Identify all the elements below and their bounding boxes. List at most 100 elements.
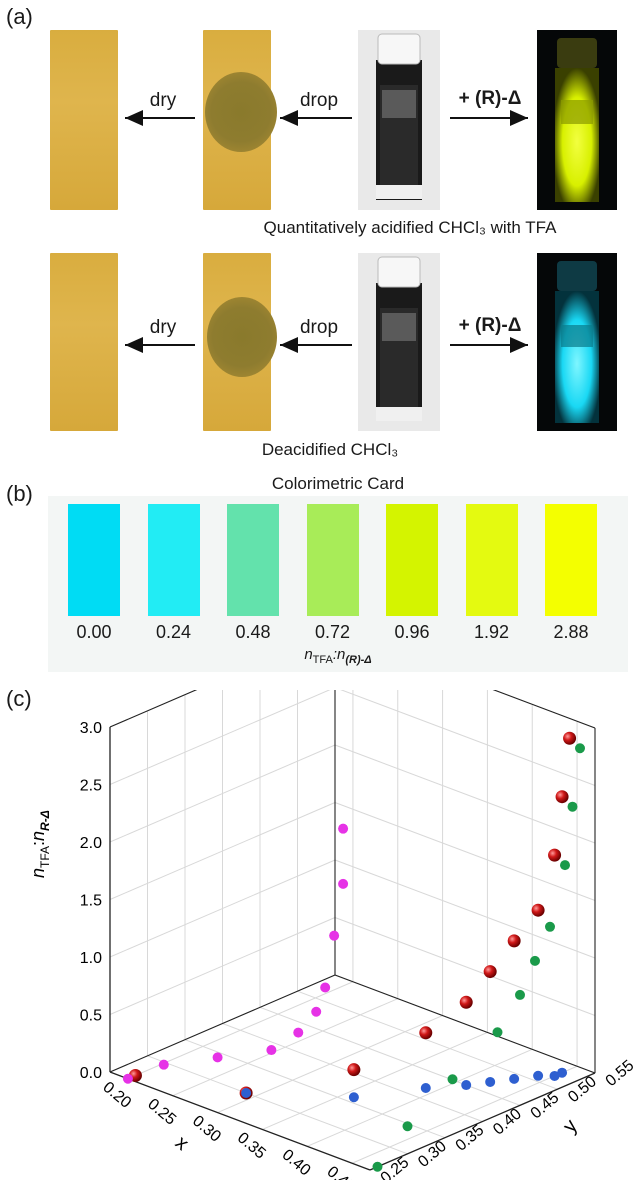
data-point [560,860,570,871]
y-tick-label: 0.40 [490,1105,525,1138]
data-point [548,848,562,862]
x-axis-title: x [171,1132,193,1155]
panel-a-label: (a) [6,4,33,29]
data-point [447,1074,458,1085]
z-tick-label: 2.0 [80,835,102,852]
drop-spot [205,72,277,152]
data-point [158,1059,169,1070]
swatch-value-label: 1.92 [473,622,510,642]
data-point [329,930,340,941]
y-tick-label: 0.30 [415,1138,450,1171]
spotted-test-strip-2 [203,253,277,431]
y-tick-label: 0.45 [528,1089,563,1122]
caption-acidified: Quantitatively acidified CHCl₃ with TFA [263,218,557,237]
data-point [575,743,585,754]
cuvette-icon-2 [358,253,440,431]
data-point [485,1076,496,1087]
color-swatch [545,504,597,616]
grid-line [492,690,596,729]
cuvette-photo-2 [358,253,440,431]
z-tick-label: 0.5 [80,1008,102,1025]
x-tick-label: 0.45 [324,1163,359,1180]
data-point [557,1067,568,1078]
z-axis-title: nTFA:nR-Δ [28,810,52,878]
swatch-value-label: 0.48 [235,622,271,642]
data-point [563,731,577,745]
x-tick-label: 0.35 [234,1129,269,1162]
x-tick-label: 0.30 [189,1113,224,1146]
caption-deacidified: Deacidified CHCl₃ [261,440,399,459]
data-point [347,1063,361,1077]
dry-label: dry [149,90,177,111]
data-point [266,1045,277,1056]
grid-line [297,990,558,1090]
panel-a-arrows [125,110,528,353]
panel-c-label: (c) [6,686,32,711]
x-tick-label: 0.20 [99,1079,134,1112]
grid-line [340,690,596,786]
z-tick-label: 2.5 [80,778,102,795]
frame-edge [109,974,336,1073]
data-point [419,1026,433,1040]
frame-edge [334,974,596,1074]
frame-edge [492,690,596,729]
add-reagent-label-2: + (R)-Δ [458,315,522,336]
data-point [492,1027,503,1038]
data-point [402,1121,413,1132]
swatch-value-label: 0.24 [155,622,192,642]
scatter-3d-chart: nTFA:nR-Δ 0.00.51.01.52.02.53.00.200.250… [28,690,636,1180]
grid-line [334,802,596,901]
fluorescent-cuvette-cyan [537,253,617,431]
x-tick-label: 0.40 [279,1146,314,1179]
data-point [549,1070,560,1081]
y-tick-label: 0.25 [378,1154,413,1180]
drop-label-2: drop [299,317,339,338]
z-tick-label: 3.0 [80,720,102,737]
drop-spot-2 [207,297,277,377]
cuvette-icon [358,30,440,210]
color-swatch [465,504,518,616]
x-tick-label: 0.25 [144,1096,179,1129]
card-title: Colorimetric Card [271,474,405,493]
data-point [555,790,569,804]
cuvette-photo [358,30,440,210]
data-point [530,955,540,966]
color-swatch [68,504,120,616]
data-point [212,1052,223,1063]
card-axis-label: nTFA:n(R)-Δ [304,646,372,666]
data-point [320,982,331,993]
swatch-value-label: 2.88 [553,622,589,642]
data-point [293,1027,304,1038]
z-tick-label: 1.0 [80,950,102,967]
data-point [459,995,473,1009]
data-point [509,1073,520,1084]
data-point [420,1082,431,1093]
swatch-value-label: 0.00 [76,622,112,642]
data-point [545,921,555,932]
y-tick-label: 0.35 [453,1122,488,1155]
drop-label: drop [299,90,339,111]
data-point [348,1092,359,1103]
data-point [507,934,521,948]
y-tick-label: 0.55 [603,1057,636,1090]
data-point [567,801,578,812]
y-tick-label: 0.50 [565,1073,600,1106]
dried-test-strip-2 [50,253,118,431]
add-reagent-label: + (R)-Δ [458,88,522,109]
dry-label-2: dry [149,317,177,338]
swatch-row: 0.00 0.24 0.48 0.72 0.96 1.92 2.88 [48,504,628,654]
z-tick-label: 0.0 [80,1065,102,1082]
data-point [531,903,545,917]
grid-line [184,1039,446,1139]
color-swatch [147,504,200,616]
grid-line [259,1006,521,1106]
data-point [338,823,349,834]
yellow-glow-icon [537,30,617,210]
x-axis-line [109,1071,371,1171]
data-point [241,1088,252,1099]
grid-line [334,859,596,959]
grid-line [334,917,596,1016]
grid-line [334,744,596,844]
data-point [515,989,525,1000]
swatch-value-label: 0.72 [314,622,351,642]
